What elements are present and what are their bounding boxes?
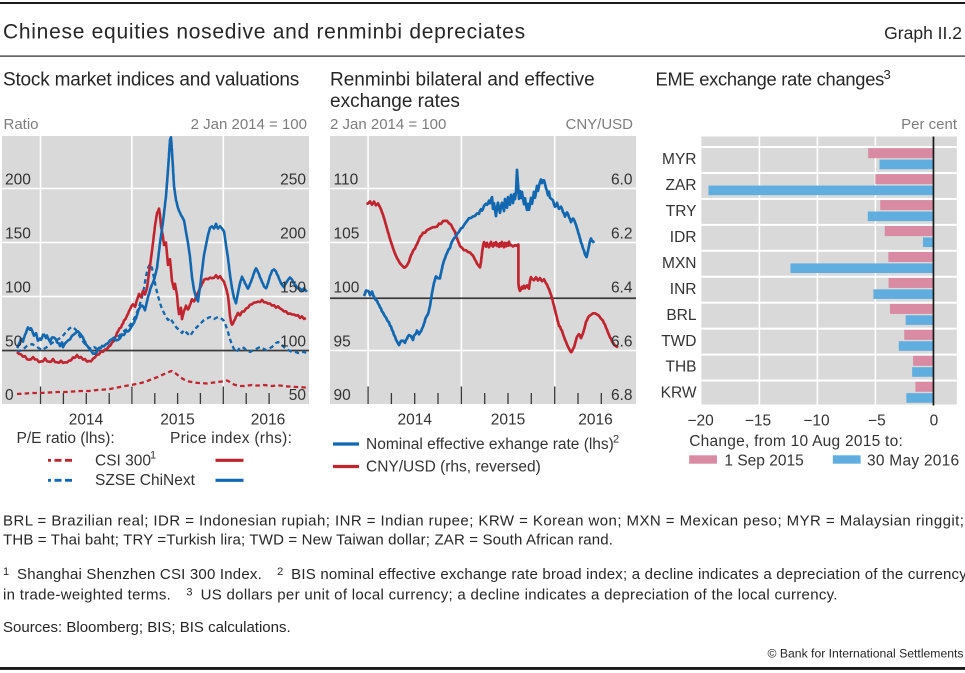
svg-text:6.0: 6.0 bbox=[611, 172, 633, 189]
svg-text:50: 50 bbox=[5, 334, 23, 351]
svg-text:2015: 2015 bbox=[160, 412, 194, 429]
svg-text:95: 95 bbox=[334, 334, 351, 351]
svg-text:90: 90 bbox=[334, 387, 352, 404]
svg-text:2014: 2014 bbox=[69, 412, 104, 429]
svg-text:250: 250 bbox=[280, 172, 306, 189]
svg-text:exchange rates: exchange rates bbox=[330, 91, 460, 112]
svg-text:CSI 300: CSI 300 bbox=[95, 452, 151, 469]
svg-text:P/E ratio (lhs):: P/E ratio (lhs): bbox=[17, 430, 115, 447]
svg-text:6.2: 6.2 bbox=[611, 226, 633, 243]
svg-text:100: 100 bbox=[280, 334, 306, 351]
svg-text:MYR: MYR bbox=[662, 151, 696, 168]
svg-text:THB = Thai baht; TRY =Turkish: THB = Thai baht; TRY =Turkish lira; TWD … bbox=[3, 531, 613, 548]
svg-text:6.4: 6.4 bbox=[611, 280, 633, 297]
svg-text:MXN: MXN bbox=[662, 255, 696, 272]
svg-text:Per cent: Per cent bbox=[901, 116, 958, 133]
svg-text:6.6: 6.6 bbox=[611, 334, 633, 351]
svg-text:50: 50 bbox=[289, 387, 307, 404]
svg-text:Chinese equities nosedive and: Chinese equities nosedive and renminbi d… bbox=[3, 21, 526, 44]
svg-text:110: 110 bbox=[334, 172, 359, 189]
svg-text:Graph II.2: Graph II.2 bbox=[884, 23, 962, 43]
svg-text:SZSE ChiNext: SZSE ChiNext bbox=[95, 472, 196, 489]
svg-text:Nominal effective exhange rate: Nominal effective exhange rate (lhs) bbox=[366, 436, 614, 453]
svg-text:KRW: KRW bbox=[661, 385, 697, 402]
svg-text:−15: −15 bbox=[745, 413, 771, 430]
svg-text:−10: −10 bbox=[803, 413, 830, 430]
svg-text:TRY: TRY bbox=[666, 203, 697, 220]
svg-text:EME exchange rate changes: EME exchange rate changes bbox=[656, 69, 885, 90]
svg-text:2 Jan 2014 = 100: 2 Jan 2014 = 100 bbox=[191, 116, 307, 133]
svg-text:2: 2 bbox=[613, 434, 619, 446]
svg-text:−20: −20 bbox=[687, 413, 714, 430]
svg-text:2016: 2016 bbox=[251, 412, 285, 429]
svg-text:INR: INR bbox=[670, 281, 697, 298]
svg-text:1: 1 bbox=[150, 450, 156, 462]
svg-text:3: 3 bbox=[884, 67, 891, 82]
svg-text:BRL = Brazilian real; IDR = In: BRL = Brazilian real; IDR = Indonesian r… bbox=[3, 513, 964, 530]
svg-text:1 Sep 2015: 1 Sep 2015 bbox=[724, 453, 803, 470]
svg-text:Price index (rhs):: Price index (rhs): bbox=[170, 430, 292, 447]
svg-text:30 May 2016: 30 May 2016 bbox=[867, 453, 959, 470]
svg-text:200: 200 bbox=[280, 226, 306, 243]
svg-text:1 Shanghai Shenzhen CSI 300 In: 1 Shanghai Shenzhen CSI 300 Index. 2 BIS… bbox=[3, 566, 965, 583]
svg-text:2016: 2016 bbox=[578, 412, 612, 429]
svg-text:0: 0 bbox=[930, 413, 939, 430]
svg-text:THB: THB bbox=[666, 359, 697, 376]
svg-text:ZAR: ZAR bbox=[666, 177, 697, 194]
svg-text:Stock market indices and valua: Stock market indices and valuations bbox=[3, 70, 299, 91]
svg-text:BRL: BRL bbox=[666, 307, 697, 324]
svg-text:0: 0 bbox=[5, 387, 14, 404]
svg-text:Ratio: Ratio bbox=[4, 116, 39, 133]
svg-text:Sources: Bloomberg; BIS; BIS c: Sources: Bloomberg; BIS; BIS calculation… bbox=[3, 619, 291, 636]
svg-text:105: 105 bbox=[334, 226, 360, 243]
svg-text:2014: 2014 bbox=[397, 412, 432, 429]
svg-text:150: 150 bbox=[5, 226, 31, 243]
svg-text:CNY/USD: CNY/USD bbox=[565, 116, 633, 133]
svg-text:150: 150 bbox=[280, 280, 306, 297]
svg-text:IDR: IDR bbox=[670, 229, 697, 246]
svg-text:Change, from 10 Aug 2015 to:: Change, from 10 Aug 2015 to: bbox=[689, 433, 903, 450]
svg-text:100: 100 bbox=[334, 280, 360, 297]
svg-text:© Bank for International Settl: © Bank for International Settlements bbox=[768, 647, 964, 661]
svg-text:200: 200 bbox=[5, 172, 31, 189]
svg-text:Renminbi bilateral and effecti: Renminbi bilateral and effective bbox=[330, 70, 595, 91]
svg-text:in trade-weighted terms. 3 US: in trade-weighted terms. 3 US dollars pe… bbox=[3, 587, 838, 604]
svg-text:−5: −5 bbox=[868, 413, 886, 430]
svg-text:2 Jan 2014 = 100: 2 Jan 2014 = 100 bbox=[330, 116, 446, 133]
svg-text:CNY/USD (rhs, reversed): CNY/USD (rhs, reversed) bbox=[366, 459, 541, 476]
svg-text:6.8: 6.8 bbox=[611, 387, 633, 404]
svg-text:2015: 2015 bbox=[491, 412, 525, 429]
svg-text:TWD: TWD bbox=[661, 333, 696, 350]
svg-text:100: 100 bbox=[5, 280, 31, 297]
